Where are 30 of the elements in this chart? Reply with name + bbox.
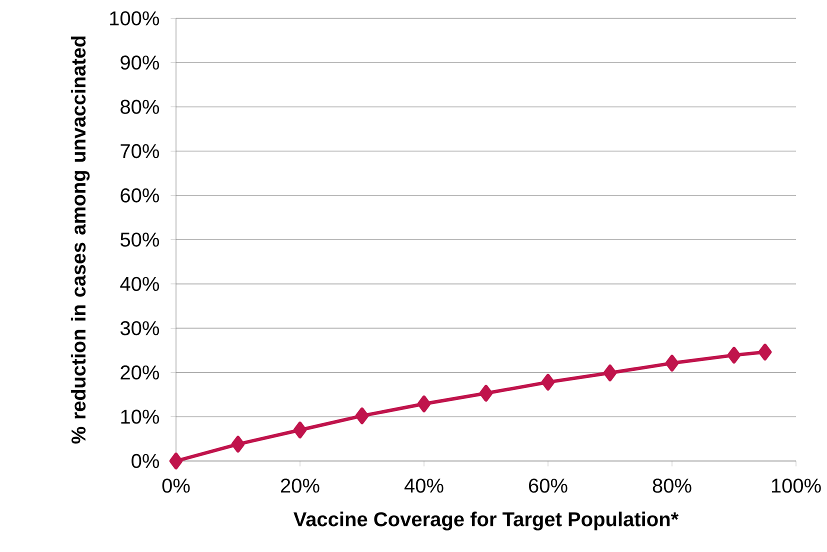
point (758, 344, 772, 360)
point (665, 354, 679, 372)
point (293, 422, 307, 438)
y-tick-label: 60% (120, 188, 160, 202)
point (417, 395, 431, 412)
x-tick-label: 0% (162, 478, 190, 493)
x-axis-title: Vaccine Coverage for Target Population* (294, 512, 679, 530)
point (727, 346, 741, 364)
point (479, 384, 493, 402)
point (603, 364, 617, 382)
y-tick-label: 100% (110, 11, 160, 26)
point (169, 452, 183, 470)
x-tick-label: 40% (404, 478, 444, 493)
y-tick-label: 80% (120, 100, 160, 114)
y-tick-label: 40% (120, 276, 160, 291)
point (355, 407, 369, 424)
point (231, 436, 245, 453)
x-tick-label: 80% (652, 478, 692, 493)
y-axis-title: % reduction in cases among unvaccinated (70, 36, 90, 444)
y-tick-label: 70% (120, 144, 160, 158)
y-tick-label: 20% (120, 365, 160, 380)
y-tick-label: 30% (120, 321, 160, 336)
y-tick-label: 0% (132, 454, 160, 468)
x-tick-label: 60% (529, 478, 568, 493)
y-tick-label: 50% (120, 232, 160, 247)
y-tick-label: 90% (120, 56, 160, 70)
x-tick-label: 100% (772, 478, 821, 493)
y-tick-label: 10% (121, 410, 160, 424)
x-tick-label: 20% (280, 478, 320, 493)
point (541, 374, 555, 391)
